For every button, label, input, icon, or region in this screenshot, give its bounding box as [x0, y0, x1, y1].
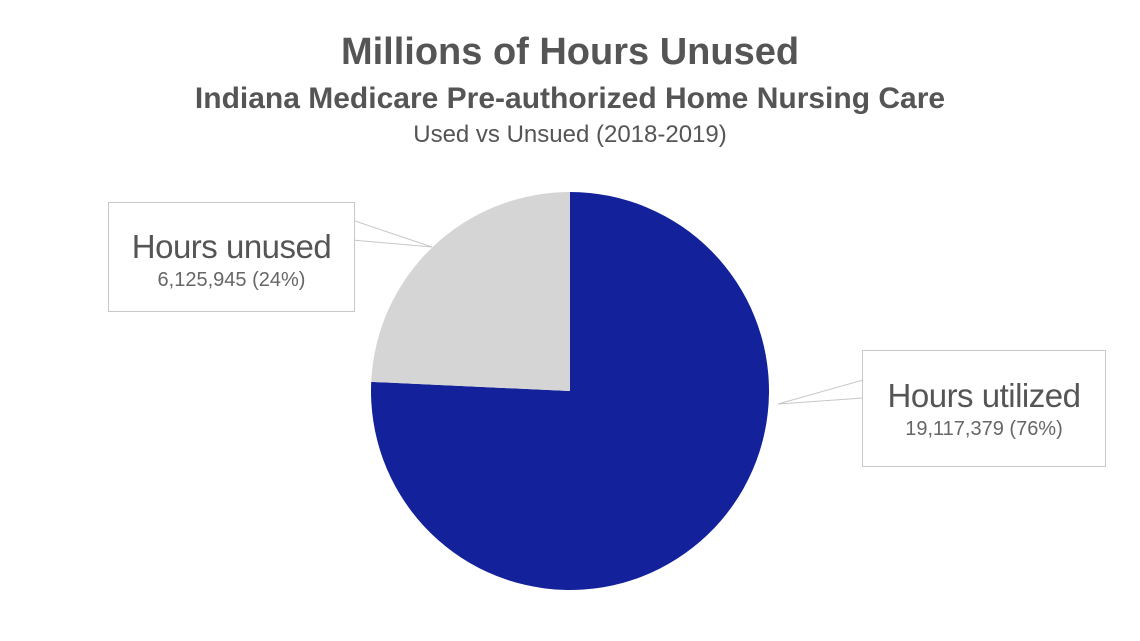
- callout-pointer-unused: [351, 219, 433, 248]
- callout-pointer-used: [777, 379, 864, 405]
- chart-subtitle: Indiana Medicare Pre-authorized Home Nur…: [194, 82, 946, 115]
- callout-hours-unused: Hours unused 6,125,945 (24%): [108, 202, 355, 312]
- slice-value-hours-unused: 6,125,945 (24%): [157, 269, 306, 291]
- chart-caption: Used vs Unsued (2018-2019): [413, 121, 727, 148]
- slice-value-hours-utilized: 19,117,379 (76%): [905, 418, 1063, 440]
- slice-label-hours-unused: Hours unused: [131, 228, 332, 265]
- pie-slice-hours-unused: [371, 192, 570, 391]
- slice-label-hours-utilized: Hours utilized: [887, 377, 1081, 414]
- chart-title: Millions of Hours Unused: [340, 31, 800, 73]
- pie-slice-hours-utilized: [370, 192, 769, 590]
- callout-hours-utilized: Hours utilized 19,117,379 (76%): [862, 350, 1106, 467]
